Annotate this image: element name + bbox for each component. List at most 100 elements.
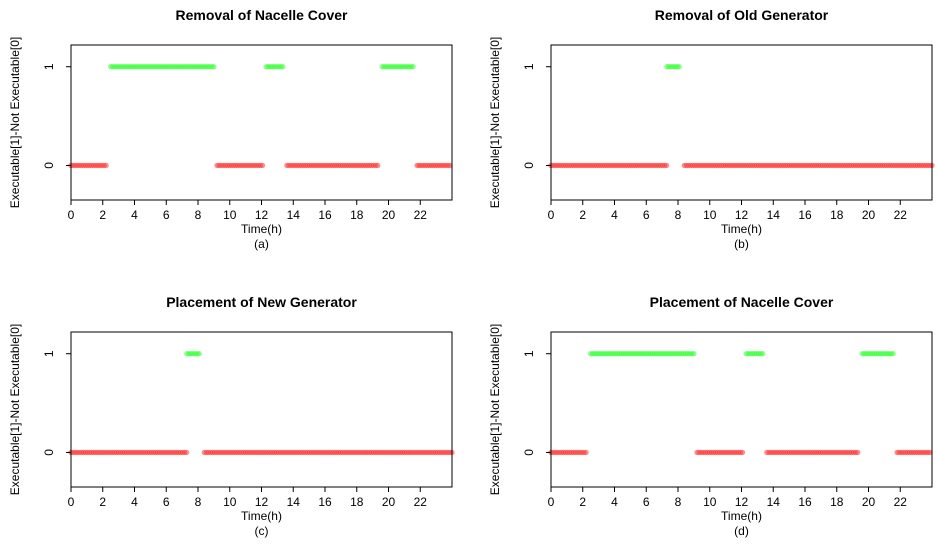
- y-tick-label: 0: [42, 162, 56, 169]
- y-tick-label: 1: [42, 63, 56, 70]
- data-point: [375, 162, 381, 169]
- x-tick-label: 22: [894, 495, 908, 509]
- chart-title: Placement of New Generator: [166, 294, 357, 310]
- y-tick-label: 0: [42, 449, 56, 456]
- y-tick-label: 1: [522, 350, 536, 357]
- data-point: [211, 64, 217, 70]
- panel-caption: (b): [734, 237, 749, 251]
- x-tick-label: 22: [414, 495, 428, 509]
- x-tick-label: 0: [68, 495, 75, 509]
- y-tick-label: 1: [522, 63, 536, 70]
- x-tick-label: 18: [350, 495, 364, 509]
- y-axis-label: Executable[1]-Not Executable[0]: [8, 37, 22, 208]
- data-point: [410, 64, 416, 70]
- data-point: [739, 449, 746, 456]
- x-tick-label: 8: [195, 208, 202, 222]
- not-executable-series: [548, 162, 935, 169]
- x-tick-label: 6: [643, 208, 650, 222]
- x-tick-label: 20: [382, 495, 396, 509]
- data-point: [855, 449, 861, 456]
- x-tick-label: 10: [223, 208, 237, 222]
- y-tick-label: 0: [522, 162, 536, 169]
- not-executable-series: [68, 162, 453, 169]
- y-tick-label: 0: [522, 449, 536, 456]
- data-point: [583, 449, 589, 456]
- data-point: [280, 64, 286, 70]
- x-tick-label: 6: [163, 495, 170, 509]
- y-tick-label: 1: [42, 350, 56, 357]
- chart-title: Removal of Nacelle Cover: [176, 7, 349, 23]
- x-tick-label: 22: [414, 208, 428, 222]
- x-tick-label: 20: [862, 208, 876, 222]
- x-tick-label: 2: [579, 495, 586, 509]
- x-tick-label: 4: [611, 495, 618, 509]
- x-tick-label: 4: [131, 495, 138, 509]
- panel-caption: (d): [734, 524, 749, 538]
- x-tick-label: 10: [703, 495, 717, 509]
- x-tick-label: 12: [735, 495, 749, 509]
- x-tick-label: 8: [675, 208, 682, 222]
- x-tick-label: 14: [767, 495, 781, 509]
- x-tick-label: 20: [862, 495, 876, 509]
- x-tick-label: 8: [195, 495, 202, 509]
- x-tick-label: 2: [99, 495, 106, 509]
- x-axis-label: Time(h): [721, 222, 762, 236]
- x-tick-label: 16: [798, 208, 812, 222]
- y-axis-label: Executable[1]-Not Executable[0]: [8, 324, 22, 495]
- not-executable-series: [68, 449, 455, 456]
- x-tick-label: 8: [675, 495, 682, 509]
- x-tick-label: 18: [350, 208, 364, 222]
- x-tick-label: 2: [99, 208, 106, 222]
- data-point: [927, 449, 933, 456]
- y-axis-label: Executable[1]-Not Executable[0]: [488, 324, 502, 495]
- data-point: [103, 162, 109, 169]
- x-axis-label: Time(h): [721, 509, 762, 523]
- x-tick-label: 18: [830, 495, 844, 509]
- x-tick-label: 18: [830, 208, 844, 222]
- x-tick-label: 4: [611, 208, 618, 222]
- x-tick-label: 6: [163, 208, 170, 222]
- x-tick-label: 0: [548, 495, 555, 509]
- data-point: [183, 449, 190, 456]
- chart-title: Placement of Nacelle Cover: [650, 294, 834, 310]
- x-tick-label: 6: [643, 495, 650, 509]
- x-tick-label: 14: [767, 208, 781, 222]
- x-axis-label: Time(h): [241, 509, 282, 523]
- x-tick-label: 14: [287, 495, 301, 509]
- executable-series: [184, 351, 202, 357]
- panel-caption: (c): [255, 524, 269, 538]
- x-tick-label: 0: [548, 208, 555, 222]
- data-point: [890, 351, 896, 357]
- x-tick-label: 2: [579, 208, 586, 222]
- y-axis-label: Executable[1]-Not Executable[0]: [488, 37, 502, 208]
- chart-title: Removal of Old Generator: [655, 7, 829, 23]
- x-axis-label: Time(h): [241, 222, 282, 236]
- x-tick-label: 12: [735, 208, 749, 222]
- data-point: [259, 162, 266, 169]
- x-tick-label: 14: [287, 208, 301, 222]
- x-tick-label: 10: [703, 208, 717, 222]
- x-tick-label: 16: [318, 495, 332, 509]
- x-tick-label: 12: [255, 208, 269, 222]
- x-tick-label: 20: [382, 208, 396, 222]
- executable-series: [587, 351, 896, 357]
- panel-caption: (a): [254, 237, 269, 251]
- data-point: [676, 64, 682, 70]
- x-tick-label: 0: [68, 208, 75, 222]
- data-point: [760, 351, 766, 357]
- data-point: [691, 351, 697, 357]
- x-tick-label: 10: [223, 495, 237, 509]
- not-executable-series: [548, 449, 933, 456]
- x-tick-label: 16: [318, 208, 332, 222]
- executable-series: [664, 64, 682, 70]
- executable-series: [107, 64, 416, 70]
- plot-frame: [550, 44, 933, 201]
- plot-frame: [70, 331, 453, 488]
- x-tick-label: 22: [894, 208, 908, 222]
- x-tick-label: 4: [131, 208, 138, 222]
